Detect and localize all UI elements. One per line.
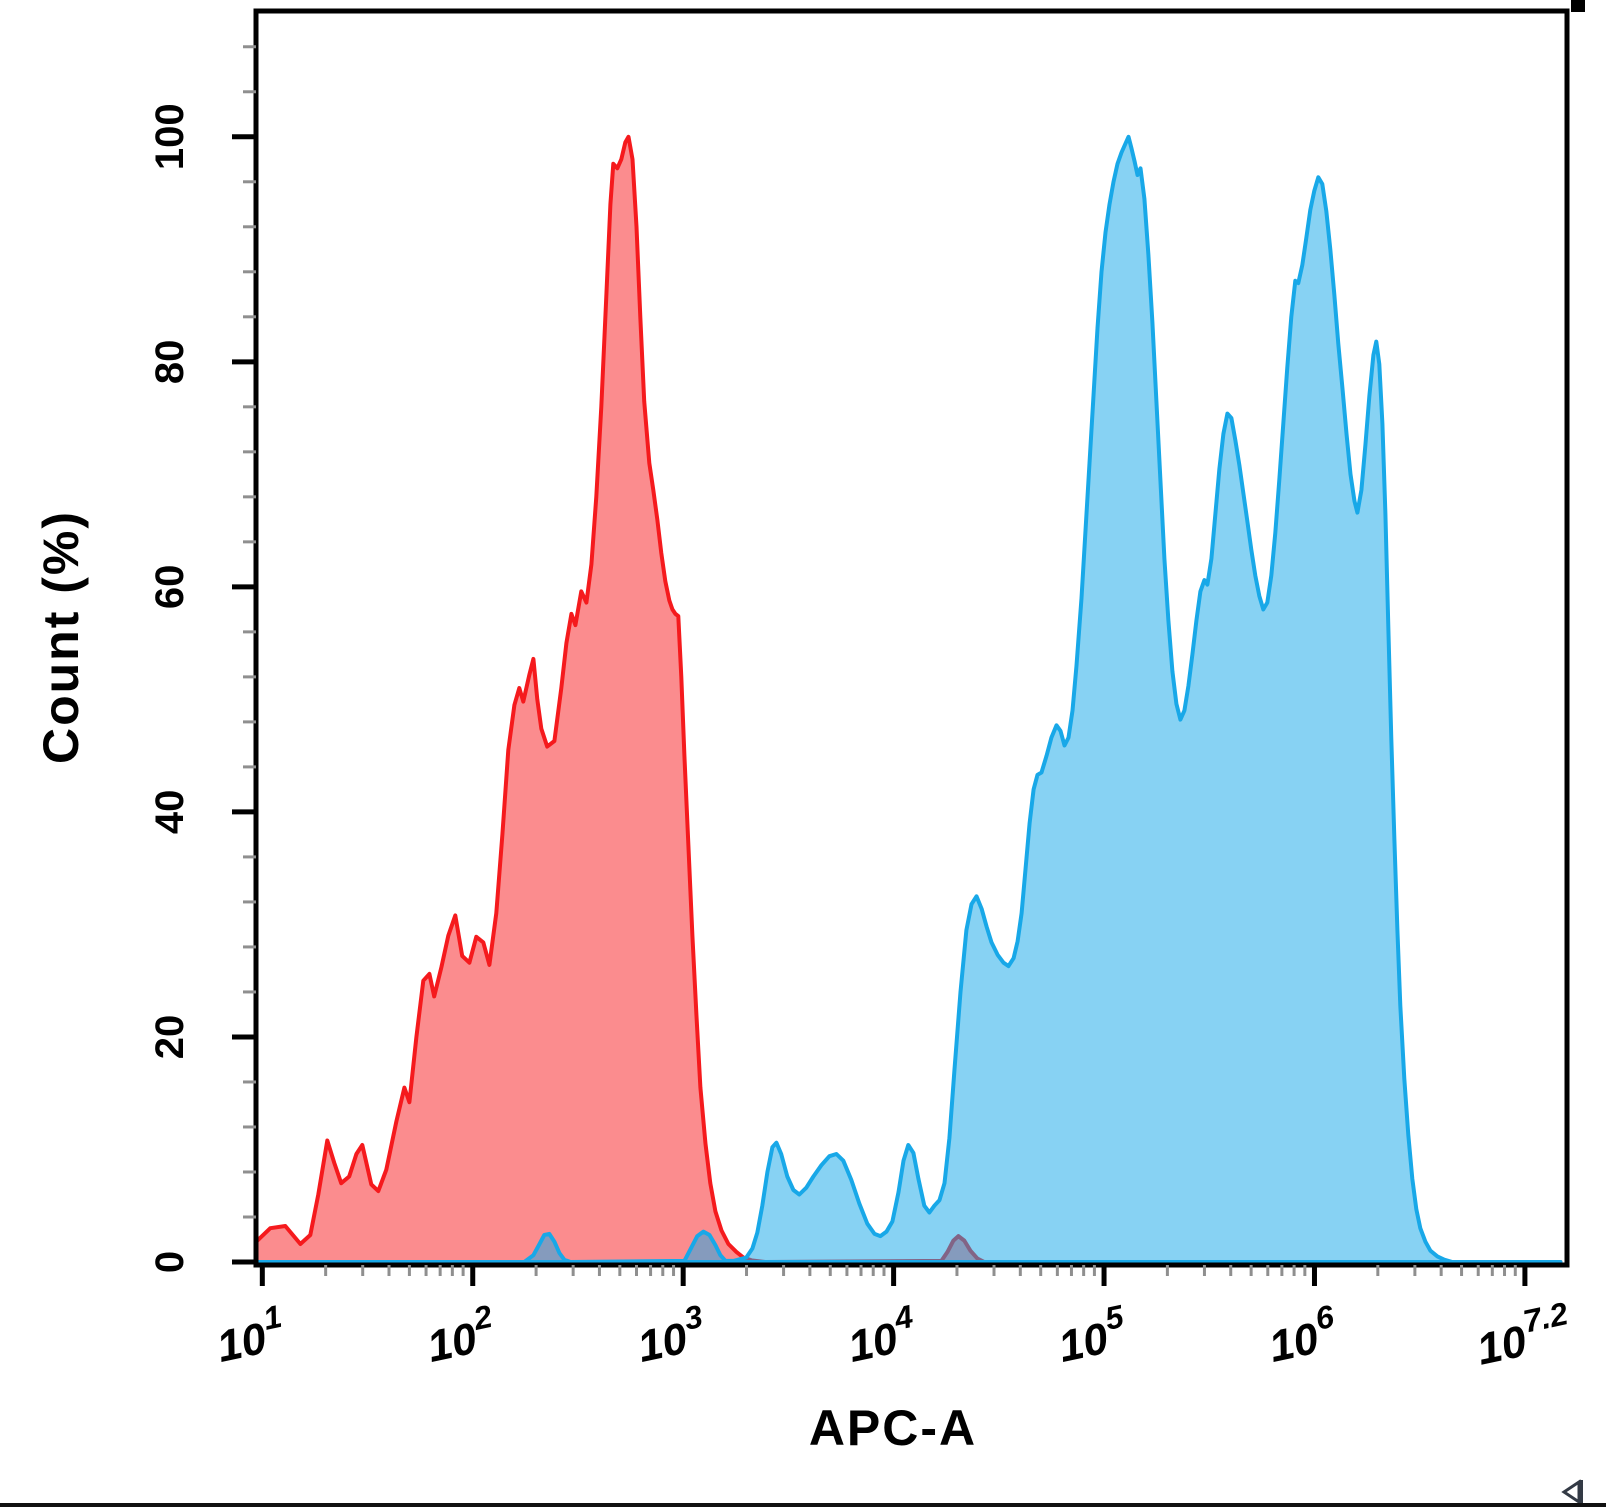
axis-layer xyxy=(232,8,1570,1286)
x-tick-label: 102 xyxy=(421,1298,501,1372)
y-tick-label: 20 xyxy=(148,1015,192,1060)
cropped-ui-fragment xyxy=(1571,0,1585,12)
x-axis-tick-labels: 101 102 103 104 105 106 107.2 xyxy=(210,1295,1576,1375)
plot-frame xyxy=(253,8,1570,1268)
y-tick-label: 80 xyxy=(148,340,192,385)
x-tick-label: 107.2 xyxy=(1470,1295,1576,1375)
y-tick-label: 100 xyxy=(148,103,192,170)
x-tick-label: 103 xyxy=(631,1298,711,1372)
bottom-divider xyxy=(0,1503,1606,1507)
y-axis-tick-labels: 0 20 40 60 80 100 xyxy=(148,103,192,1273)
y-axis-title: Count (%) xyxy=(33,510,89,764)
x-tick-label: 101 xyxy=(210,1298,290,1372)
series-red-population xyxy=(254,134,1563,1264)
y-tick-label: 40 xyxy=(148,790,192,835)
x-tick-label: 106 xyxy=(1262,1298,1342,1372)
y-tick-label: 60 xyxy=(148,565,192,610)
series-layer xyxy=(254,134,1563,1264)
series-blue-population xyxy=(254,134,1563,1264)
x-axis-title: APC-A xyxy=(809,1400,977,1456)
x-tick-label: 105 xyxy=(1052,1298,1133,1372)
y-tick-label: 0 xyxy=(148,1251,192,1273)
x-tick-label: 104 xyxy=(841,1298,921,1372)
pagination-arrow-icon[interactable] xyxy=(1561,1479,1583,1505)
